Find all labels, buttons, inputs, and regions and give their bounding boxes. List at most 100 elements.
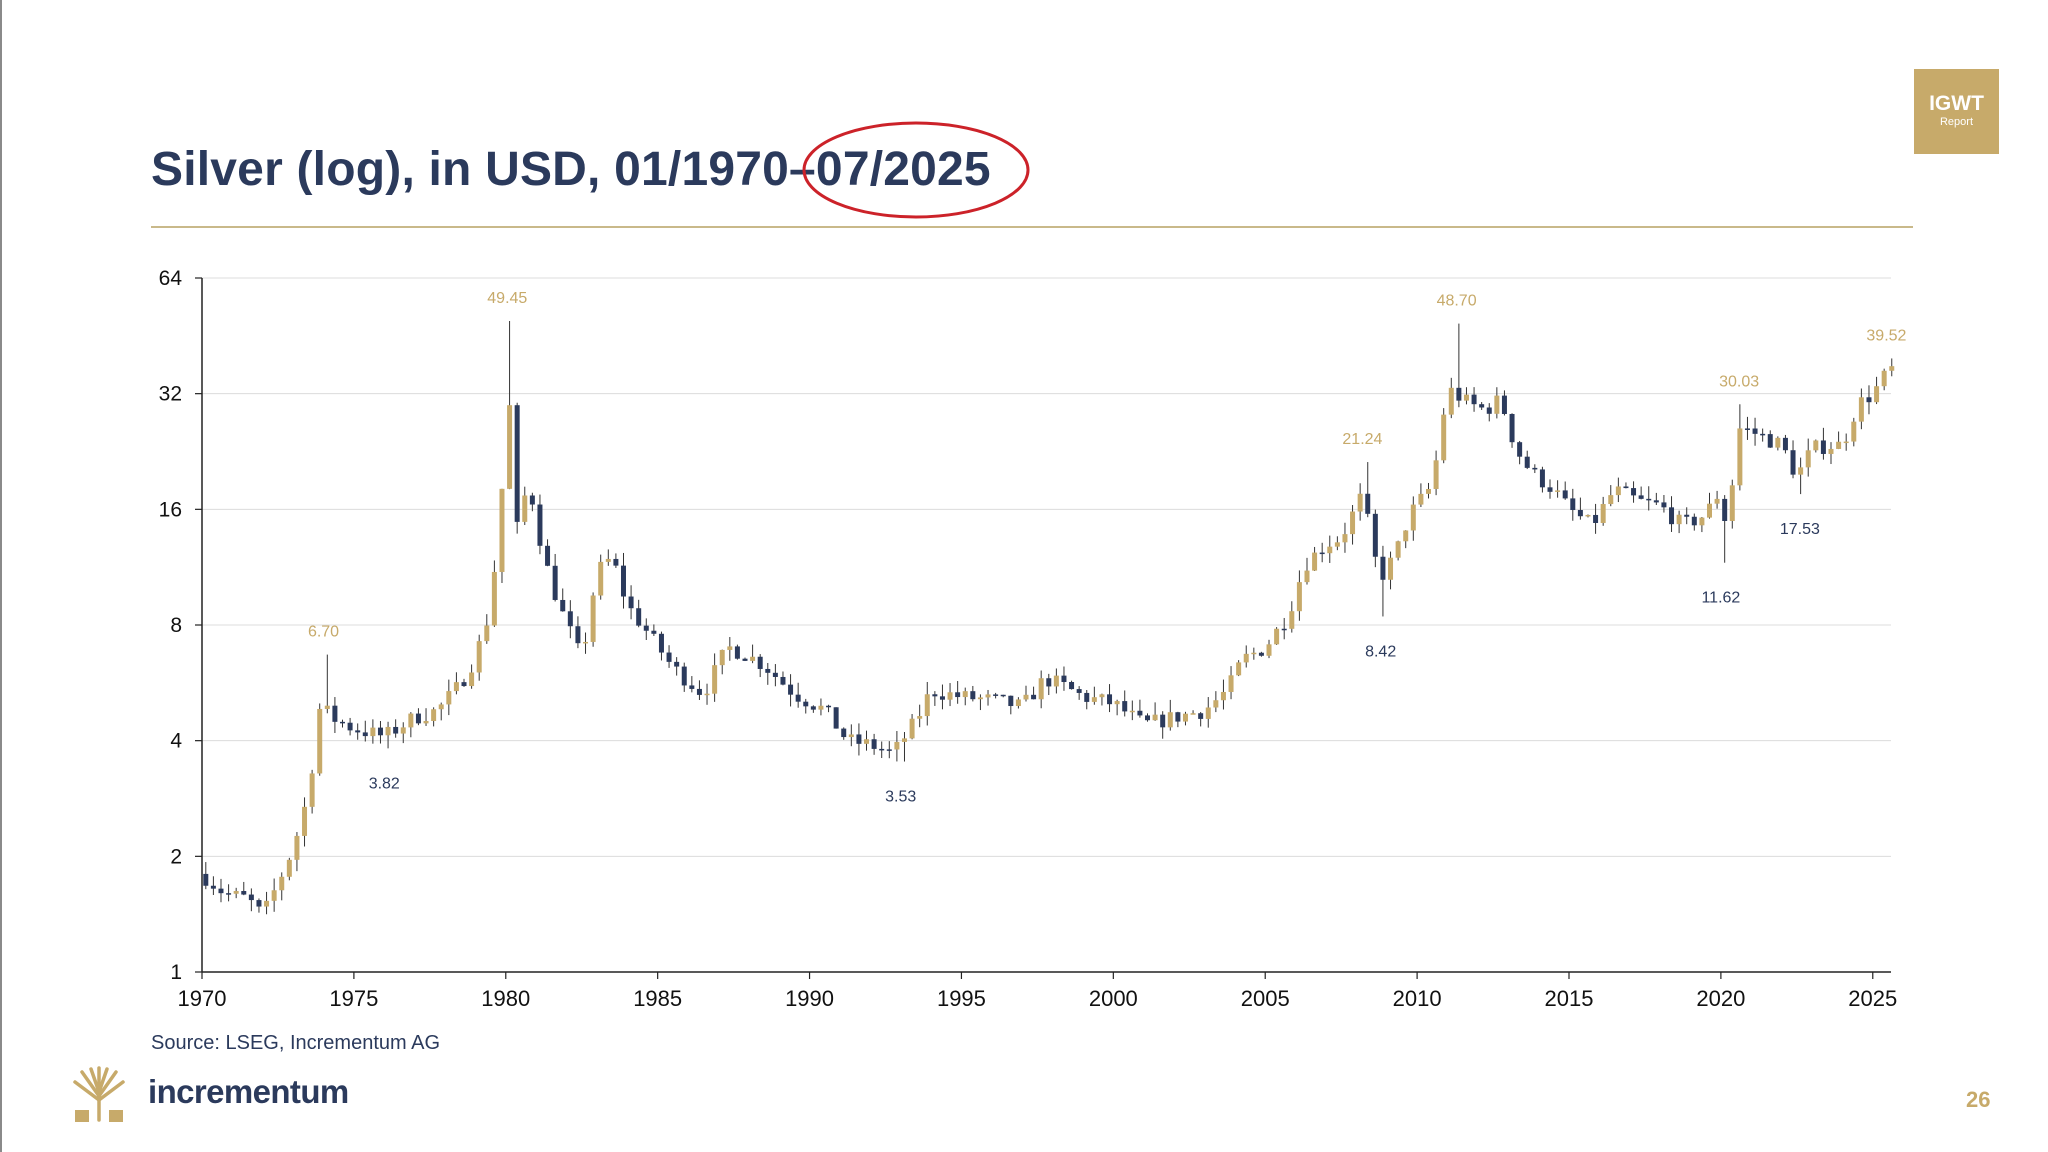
- candle-60: [658, 631, 664, 661]
- candle-body: [560, 599, 566, 612]
- candle-7: [256, 898, 262, 913]
- candle-204: [1752, 417, 1758, 446]
- logo-igwt-text: IGWT: [1929, 92, 1984, 115]
- x-tick-label-2010: 2010: [1393, 986, 1442, 1011]
- candle-body: [1395, 541, 1401, 558]
- candle-158: [1403, 530, 1409, 549]
- candle-body: [924, 694, 930, 717]
- annotation-3.53: 3.53: [885, 789, 916, 806]
- candle-body: [1463, 394, 1469, 401]
- candle-127: [1167, 699, 1173, 731]
- candle-184: [1600, 496, 1606, 526]
- candle-95: [924, 681, 930, 726]
- candle-94: [917, 704, 923, 728]
- candle-body: [1213, 700, 1219, 708]
- candle-11: [286, 857, 292, 881]
- candle-84: [841, 727, 847, 740]
- candle-body: [856, 734, 862, 744]
- candle-body: [886, 749, 892, 751]
- candle-body: [1684, 514, 1690, 517]
- candle-208: [1782, 434, 1788, 454]
- candle-body: [879, 748, 885, 751]
- x-tick-label-2015: 2015: [1545, 986, 1594, 1011]
- candle-19: [347, 717, 353, 736]
- candle-body: [1623, 486, 1629, 489]
- candle-body: [248, 894, 254, 901]
- candle-99: [955, 681, 961, 704]
- candle-41: [514, 402, 520, 534]
- candle-2: [218, 878, 224, 903]
- candle-body: [256, 900, 262, 907]
- candle-body: [1706, 503, 1712, 518]
- candle-213: [1820, 427, 1826, 460]
- candle-body: [210, 885, 216, 889]
- annotations: 6.70 3.82 49.45 3.53 21.24 8.42 48.70 11.62 30.0…: [308, 290, 1907, 805]
- candle-body: [598, 561, 604, 596]
- candle-125: [1152, 702, 1158, 721]
- candle-body: [1258, 652, 1264, 656]
- candle-body: [469, 672, 475, 687]
- candle-body: [1661, 502, 1667, 508]
- candle-body: [1418, 493, 1424, 505]
- candle-body: [317, 708, 323, 774]
- candle-103: [985, 689, 991, 706]
- candle-126: [1160, 711, 1166, 739]
- candle-217: [1851, 417, 1857, 447]
- candle-132: [1205, 697, 1211, 728]
- candle-111: [1046, 673, 1052, 696]
- candle-body: [689, 685, 695, 689]
- candle-body: [795, 694, 801, 702]
- candle-body: [1669, 507, 1675, 525]
- x-tick-label-2005: 2005: [1241, 986, 1290, 1011]
- candle-90: [886, 741, 892, 759]
- candle-body: [446, 691, 452, 705]
- candle-51: [590, 592, 596, 647]
- candle-26: [400, 722, 406, 744]
- candle-161: [1425, 482, 1431, 499]
- candle-body: [1562, 490, 1568, 499]
- candle-44: [537, 494, 543, 555]
- candle-148: [1327, 535, 1333, 563]
- candle-body: [552, 565, 558, 600]
- candle-body: [1205, 707, 1211, 719]
- x-tick-label-2000: 2000: [1089, 986, 1138, 1011]
- candle-142: [1281, 617, 1287, 640]
- candle-199: [1714, 490, 1720, 509]
- candle-body: [1691, 516, 1697, 526]
- candle-body: [355, 730, 361, 733]
- candle-37: [484, 614, 490, 644]
- candle-body: [1015, 699, 1021, 707]
- title-divider: [151, 226, 1913, 228]
- candle-0: [203, 862, 209, 890]
- candle-body: [1342, 534, 1348, 543]
- y-tick-label-16: 16: [159, 498, 182, 521]
- candle-body: [818, 705, 824, 710]
- candle-body: [385, 726, 391, 736]
- candle-body: [1600, 504, 1606, 523]
- candle-body: [1471, 394, 1477, 405]
- candle-body: [377, 727, 383, 736]
- candle-body: [529, 495, 535, 505]
- candle-114: [1069, 680, 1075, 690]
- candle-body: [1114, 701, 1120, 705]
- y-tick-label-8: 8: [170, 614, 182, 637]
- candle-73: [757, 654, 763, 678]
- candle-131: [1198, 711, 1204, 727]
- candle-15: [317, 703, 323, 776]
- candle-body: [431, 709, 437, 721]
- candle-body: [772, 672, 778, 677]
- candle-82: [826, 704, 832, 713]
- candle-210: [1798, 457, 1804, 495]
- brand-name: incrementum: [148, 1073, 349, 1110]
- candle-body: [1866, 397, 1872, 403]
- candle-body: [780, 676, 786, 685]
- candle-body: [681, 666, 687, 686]
- candle-183: [1593, 503, 1599, 534]
- candle-body: [226, 893, 232, 895]
- page-number: 26: [1966, 1087, 1991, 1112]
- candle-92: [901, 732, 907, 762]
- candle-198: [1706, 492, 1712, 519]
- candle-body: [279, 876, 285, 891]
- candle-body: [362, 732, 368, 737]
- candle-54: [613, 553, 619, 568]
